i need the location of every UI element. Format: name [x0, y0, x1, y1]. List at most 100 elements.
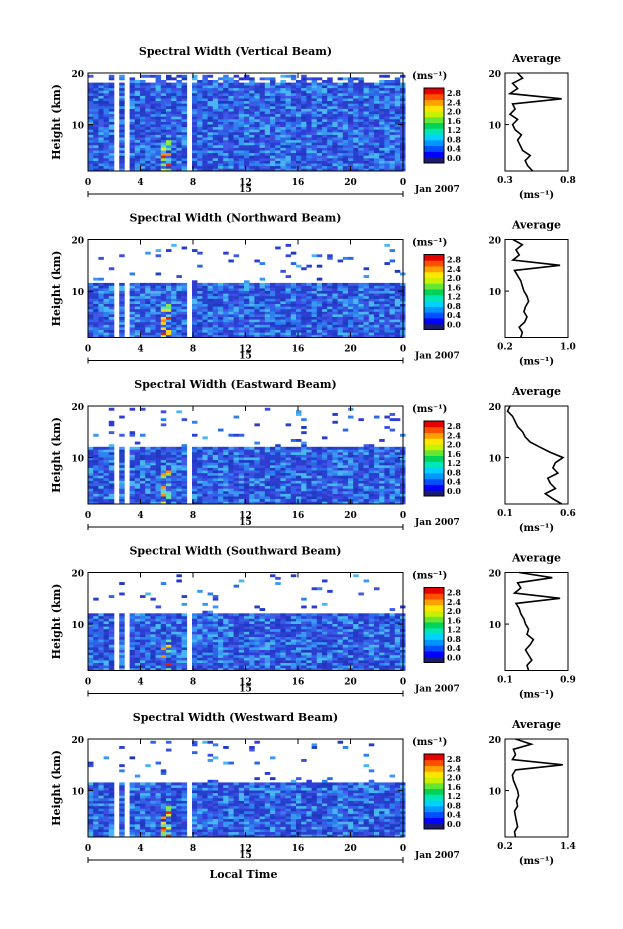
heatmap-cell — [379, 332, 385, 336]
heatmap-cell — [337, 119, 344, 122]
heatmap-cell — [259, 124, 266, 128]
heatmap-cell — [218, 488, 224, 492]
heatmap-cell — [285, 290, 292, 294]
heatmap-cell — [150, 100, 156, 104]
heatmap-cell — [181, 485, 188, 489]
heatmap-cell — [129, 134, 136, 138]
heatmap-cell — [228, 327, 234, 330]
heatmap-cell — [249, 316, 255, 320]
heatmap-cell — [212, 85, 219, 89]
heatmap-cell — [270, 145, 276, 148]
heatmap-cell — [155, 82, 162, 86]
heatmap-cell — [166, 454, 172, 458]
heatmap-cell — [394, 329, 401, 333]
heatmap-cell — [316, 163, 323, 167]
heatmap-cell — [374, 95, 380, 99]
heatmap-cell — [98, 314, 104, 317]
heatmap-cell — [93, 491, 99, 494]
heatmap-cell — [244, 306, 250, 310]
heatmap-cell — [384, 454, 390, 458]
heatmap-cell — [244, 145, 250, 148]
heatmap-cell — [327, 457, 333, 461]
heatmap-cell — [306, 288, 312, 291]
heatmap-cell — [254, 103, 260, 107]
heatmap-cell — [181, 491, 188, 494]
heatmap-cell — [134, 100, 141, 104]
heatmap-cell — [259, 160, 266, 164]
heatmap-cell — [327, 288, 333, 291]
heatmap-cell — [150, 93, 156, 96]
heatmap-cell — [264, 158, 271, 161]
heatmap-cell — [275, 142, 281, 146]
heatmap-cell — [306, 465, 312, 468]
heatmap-cell — [275, 485, 281, 489]
heatmap-cell — [254, 145, 260, 148]
heatmap-cell — [353, 475, 359, 479]
heatmap-cell — [202, 124, 208, 128]
heatmap-cell — [176, 132, 182, 135]
heatmap-cell — [88, 150, 94, 154]
heatmap-cell — [259, 491, 266, 494]
heatmap-cell — [207, 116, 214, 120]
heatmap-cell — [280, 496, 286, 500]
heatmap-cell — [353, 485, 359, 489]
heatmap-cell — [98, 158, 104, 161]
heatmap-cell — [285, 85, 292, 89]
heatmap-cell — [140, 298, 146, 302]
heatmap-cell — [103, 654, 110, 658]
heatmap-cell — [348, 457, 354, 461]
heatmap-cell — [134, 126, 141, 130]
heatmap-cell — [212, 106, 219, 109]
heatmap-cell — [119, 470, 125, 474]
heatmap-cell — [129, 457, 136, 461]
heatmap-cell — [389, 285, 396, 289]
heatmap-cell — [290, 158, 297, 161]
heatmap-cell — [108, 95, 115, 99]
heatmap-cell — [197, 493, 203, 497]
heatmap-cell — [342, 480, 349, 484]
heatmap-cell — [296, 301, 302, 304]
heatmap-cell — [254, 478, 260, 481]
heatmap-cell — [155, 459, 162, 463]
heatmap-cell — [270, 308, 276, 312]
heatmap-cell — [337, 165, 344, 169]
heatmap-cell — [155, 324, 162, 328]
heatmap-cell — [348, 470, 354, 474]
heatmap-cell — [389, 321, 396, 325]
heatmap-cell — [129, 108, 136, 112]
avg-x-axis-label: (ms⁻¹) — [519, 357, 554, 368]
heatmap-cell — [327, 321, 333, 325]
heatmap-cell — [238, 475, 245, 479]
heatmap-cell — [93, 152, 99, 156]
heatmap-cell — [129, 488, 136, 492]
heatmap-cell — [280, 134, 286, 138]
heatmap-cell — [342, 496, 349, 500]
heatmap-cell — [394, 137, 401, 141]
heatmap-cell — [218, 142, 224, 146]
heatmap-cell — [264, 142, 271, 146]
heatmap-cell — [88, 462, 94, 466]
heatmap-cell — [353, 168, 359, 172]
colorbar-segment — [424, 323, 444, 330]
heatmap-cell — [254, 314, 260, 317]
heatmap-cell — [160, 454, 167, 458]
x-tick-label: 4 — [137, 345, 143, 355]
heatmap-cell — [228, 334, 234, 338]
heatmap-cell — [264, 137, 271, 141]
heatmap-cell — [254, 423, 260, 427]
heatmap-cell — [327, 293, 333, 297]
heatmap-cell — [88, 652, 94, 656]
heatmap-cell — [93, 433, 99, 437]
heatmap-cell — [322, 119, 328, 122]
heatmap-cell — [93, 613, 99, 617]
heatmap-cell — [181, 480, 188, 484]
heatmap-cell — [145, 126, 151, 130]
heatmap-cell — [363, 324, 370, 328]
heatmap-cell — [166, 452, 172, 455]
heatmap-cell — [264, 100, 271, 104]
heatmap-cell — [259, 113, 266, 117]
heatmap-cell — [348, 142, 354, 146]
heatmap-cell — [181, 108, 188, 112]
heatmap-cell — [212, 480, 219, 484]
heatmap-cell — [218, 308, 224, 312]
